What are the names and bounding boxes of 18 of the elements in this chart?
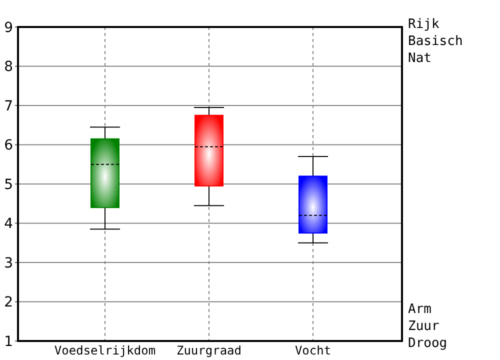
y-tick-label: 1 (4, 334, 13, 350)
text: Basisch (408, 33, 463, 50)
y-tick-label: 8 (4, 59, 13, 76)
text: Rijk (408, 16, 440, 33)
y-tick-label: 9 (4, 20, 13, 36)
x-tick-label: Voedselrijkdom (54, 344, 156, 358)
y-tick-label: 7 (4, 98, 13, 114)
y-tick-label: 4 (4, 216, 14, 232)
y-tick-label: 2 (4, 294, 13, 311)
text: Zuur (408, 318, 440, 335)
y-tick-label: 5 (4, 176, 13, 193)
x-tick-label: Vocht (294, 344, 332, 358)
text: Nat (408, 50, 432, 67)
y-tick-label: 6 (4, 138, 14, 154)
y-tick-label: 3 (4, 255, 13, 272)
x-tick-label: Zuurgraad (176, 344, 242, 358)
text: Arm (408, 301, 432, 318)
text: Droog (408, 335, 448, 352)
